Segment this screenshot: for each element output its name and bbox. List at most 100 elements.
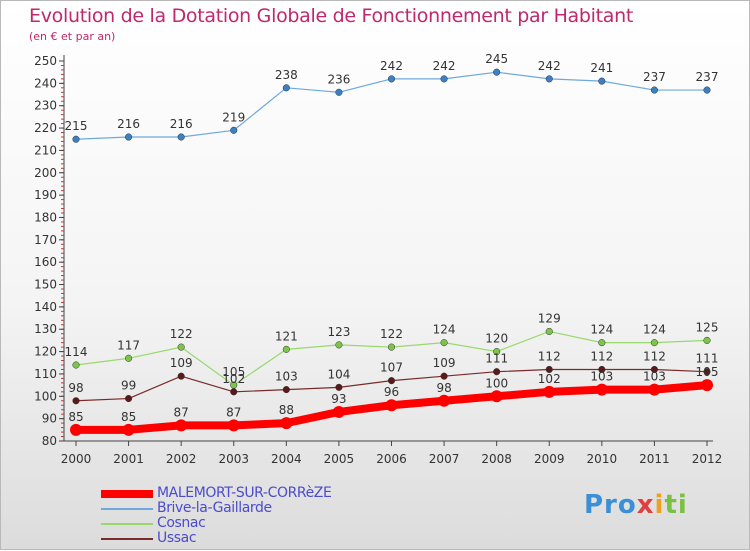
legend-swatch: [101, 522, 153, 525]
data-point: [125, 133, 133, 141]
data-label: 103: [590, 370, 613, 384]
y-tick-label: 250: [34, 54, 57, 68]
data-label: 238: [275, 68, 298, 82]
x-tick-label: 2006: [376, 452, 407, 466]
data-label: 216: [117, 117, 140, 131]
data-point: [650, 339, 658, 347]
data-point: [493, 68, 501, 76]
data-label: 111: [485, 352, 508, 366]
data-point: [493, 368, 501, 376]
x-tick-label: 2005: [324, 452, 355, 466]
data-point: [335, 383, 343, 391]
data-point: [650, 86, 658, 94]
data-point: [177, 343, 185, 351]
data-label: 98: [436, 381, 451, 395]
data-point: [125, 394, 133, 403]
data-point: [227, 419, 240, 432]
y-tick-label: 230: [34, 99, 57, 113]
data-point: [648, 383, 661, 396]
data-label: 109: [433, 356, 456, 370]
chart-axes: 8090100110120130140150160170180190200210…: [34, 54, 722, 466]
data-point: [545, 327, 553, 336]
data-label: 102: [222, 372, 245, 386]
data-point: [440, 75, 448, 83]
y-tick-label: 190: [34, 188, 57, 202]
legend-swatch: [101, 507, 153, 510]
data-point: [598, 77, 606, 85]
data-label: 85: [68, 410, 83, 424]
data-point: [493, 348, 501, 356]
x-tick-label: 2009: [534, 452, 565, 466]
x-tick-label: 2002: [166, 452, 197, 466]
data-point: [335, 88, 343, 96]
data-label: 104: [327, 367, 350, 381]
data-point: [387, 75, 396, 83]
data-point: [387, 343, 396, 351]
data-label: 242: [538, 59, 561, 73]
legend-label: Brive-la-Gaillarde: [157, 500, 272, 516]
data-label: 96: [384, 385, 399, 399]
x-tick-label: 2000: [61, 452, 92, 466]
x-tick-label: 2001: [113, 452, 144, 466]
data-label: 125: [696, 320, 719, 334]
y-tick-label: 150: [34, 278, 57, 292]
legend-swatch: [101, 537, 153, 540]
y-tick-label: 180: [34, 210, 57, 224]
data-point: [440, 372, 448, 380]
data-label: 124: [590, 323, 613, 337]
series-points: [70, 68, 713, 436]
data-point: [175, 419, 188, 432]
data-point: [385, 399, 398, 412]
x-tick-label: 2011: [639, 452, 670, 466]
data-point: [703, 86, 711, 94]
data-point: [125, 354, 133, 362]
data-label: 107: [380, 361, 403, 375]
data-point: [230, 126, 238, 134]
data-label: 87: [226, 405, 241, 419]
data-point: [703, 336, 711, 344]
data-point: [598, 339, 606, 347]
chart-subtitle: (en € et par an): [29, 30, 116, 43]
x-tick-label: 2008: [481, 452, 512, 466]
data-labels: 215 216 216 219 238 236 242 242 245 242 241 237 237 1…: [65, 52, 719, 424]
y-tick-label: 80: [42, 434, 57, 448]
data-label: 216: [170, 117, 193, 131]
data-label: 241: [590, 61, 613, 75]
data-point: [177, 372, 185, 380]
data-label: 88: [279, 403, 294, 417]
data-label: 237: [643, 70, 666, 84]
data-label: 105: [696, 365, 719, 379]
data-label: 215: [65, 119, 88, 133]
data-point: [335, 341, 343, 349]
data-point: [543, 385, 556, 398]
y-tick-label: 240: [34, 76, 57, 90]
legend-swatch: [101, 489, 153, 498]
data-point: [282, 345, 290, 353]
data-point: [282, 386, 290, 394]
data-label: 105: [222, 365, 245, 379]
y-tick-label: 100: [34, 389, 57, 403]
chart-title: Evolution de la Dotation Globale de Fonc…: [29, 5, 634, 27]
legend-label: Ussac: [157, 530, 197, 546]
x-tick-label: 2012: [692, 452, 723, 466]
data-point: [72, 135, 80, 143]
data-label: 103: [643, 370, 666, 384]
y-tick-label: 120: [34, 345, 57, 359]
data-label: 98: [68, 381, 83, 395]
y-tick-label: 200: [34, 166, 57, 180]
data-label: 123: [327, 325, 350, 339]
y-tick-label: 210: [34, 143, 57, 157]
data-label: 103: [275, 370, 298, 384]
x-tick-label: 2010: [587, 452, 618, 466]
data-label: 242: [380, 59, 403, 73]
data-point: [280, 417, 293, 430]
x-tick-label: 2003: [218, 452, 249, 466]
data-point: [545, 75, 553, 83]
data-label: 122: [380, 327, 403, 341]
y-tick-label: 160: [34, 255, 57, 269]
data-point: [703, 368, 711, 376]
data-label: 122: [170, 327, 193, 341]
proxiti-logo: Proxiti: [584, 490, 688, 520]
data-label: 112: [643, 349, 666, 363]
